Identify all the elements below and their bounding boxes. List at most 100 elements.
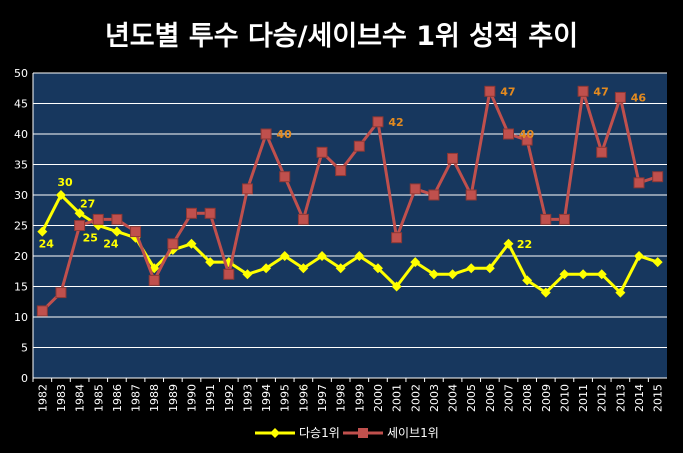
x-tick-label: 1990 <box>186 384 199 412</box>
y-tick-label: 35 <box>14 159 28 172</box>
data-point <box>353 140 365 152</box>
data-label: 24 <box>39 238 55 251</box>
legend-label: 세이브1위 <box>387 426 439 440</box>
data-point <box>391 232 403 244</box>
data-point <box>614 91 626 103</box>
data-point <box>241 183 253 195</box>
data-point <box>372 263 383 274</box>
data-point <box>261 263 272 274</box>
data-point <box>634 251 645 261</box>
data-point <box>466 263 477 274</box>
x-tick-label: 2000 <box>372 384 385 412</box>
data-point <box>652 171 664 183</box>
x-tick-label: 1992 <box>223 384 236 412</box>
x-tick-label: 2002 <box>409 384 422 412</box>
data-point <box>409 183 421 195</box>
x-tick-label: 2011 <box>577 384 590 412</box>
data-label: 40 <box>276 128 292 141</box>
x-tick-label: 2007 <box>503 384 516 412</box>
data-point <box>111 213 123 225</box>
x-tick-label: 2015 <box>652 384 665 412</box>
data-label: 25 <box>83 232 98 245</box>
data-point <box>335 263 346 274</box>
x-tick-label: 2006 <box>484 384 497 412</box>
x-tick-label: 1996 <box>297 384 310 412</box>
x-tick-label: 1985 <box>92 384 105 412</box>
x-tick-label: 2014 <box>633 384 646 412</box>
legend-label: 다승1위 <box>299 426 340 440</box>
data-point <box>521 134 533 146</box>
data-point <box>55 190 66 200</box>
series-wins <box>37 190 663 298</box>
data-label: 40 <box>519 128 535 141</box>
data-point <box>615 287 626 298</box>
legend-marker <box>358 428 368 438</box>
data-point <box>204 207 216 219</box>
data-point <box>148 274 160 286</box>
data-point <box>167 238 179 250</box>
x-tick-label: 1999 <box>353 384 366 412</box>
x-tick-label: 2001 <box>391 384 404 412</box>
data-point <box>578 269 589 280</box>
data-point <box>428 189 440 201</box>
data-point <box>316 146 328 158</box>
data-point <box>297 213 309 225</box>
data-label: 47 <box>593 85 608 98</box>
data-point <box>186 207 197 219</box>
x-tick-label: 2008 <box>521 384 534 412</box>
data-point <box>503 128 514 140</box>
data-point <box>633 177 645 189</box>
y-tick-label: 40 <box>14 128 28 141</box>
x-tick-label: 2013 <box>614 384 627 412</box>
y-tick-label: 30 <box>14 189 28 202</box>
data-point <box>335 165 347 177</box>
data-point <box>596 146 608 158</box>
data-label: 42 <box>388 116 403 129</box>
x-tick-label: 1997 <box>316 384 329 412</box>
y-tick-label: 45 <box>14 98 28 111</box>
data-point <box>484 263 495 274</box>
data-point <box>36 305 48 317</box>
data-point <box>522 275 533 286</box>
data-point <box>577 85 589 97</box>
x-tick-label: 2003 <box>428 384 441 412</box>
data-point <box>558 213 570 225</box>
series-line <box>41 89 659 312</box>
data-label: 27 <box>80 197 95 210</box>
legend: 다승1위 세이브1위 <box>255 426 439 440</box>
data-point <box>652 257 663 268</box>
data-label: 24 <box>103 238 119 251</box>
data-point <box>223 268 235 280</box>
data-point <box>447 152 459 164</box>
y-tick-label: 10 <box>14 311 28 324</box>
x-tick-label: 1987 <box>130 384 143 412</box>
x-tick-label: 2012 <box>596 384 609 412</box>
data-point <box>111 226 122 237</box>
x-tick-label: 1982 <box>36 384 49 412</box>
data-point <box>205 257 216 268</box>
data-point <box>130 226 142 238</box>
x-tick-label: 1984 <box>74 384 87 412</box>
data-point <box>465 189 477 201</box>
x-tick-label: 1986 <box>111 384 124 412</box>
data-point <box>540 287 551 298</box>
x-tick-label: 1993 <box>241 384 254 412</box>
x-tick-label: 1994 <box>260 384 273 412</box>
data-point <box>317 251 328 261</box>
x-tick-label: 1998 <box>335 384 348 412</box>
data-point <box>37 226 48 237</box>
chart-title: 년도별 투수 다승/세이브수 1위 성적 추이 <box>104 21 579 52</box>
x-tick-label: 2010 <box>558 384 571 412</box>
series-saves <box>36 85 664 317</box>
y-tick-label: 50 <box>14 67 28 80</box>
data-label: 30 <box>57 176 73 189</box>
y-tick-label: 0 <box>21 372 28 385</box>
x-tick-label: 1988 <box>148 384 161 412</box>
data-point <box>92 213 104 225</box>
legend-marker <box>270 428 280 438</box>
y-tick-label: 15 <box>14 281 28 294</box>
data-point <box>428 269 439 280</box>
data-point <box>242 269 253 280</box>
data-point <box>55 287 67 299</box>
